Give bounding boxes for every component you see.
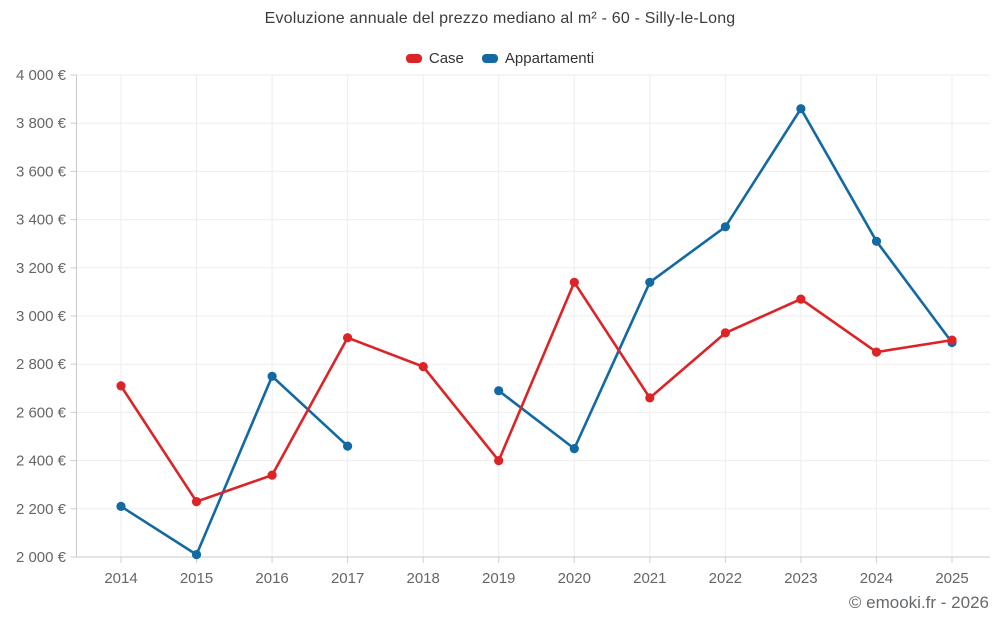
data-point-appartamenti-2015[interactable]: [191, 550, 202, 560]
data-point-case-2021[interactable]: [645, 393, 655, 403]
x-axis-label: 2018: [406, 570, 439, 587]
x-axis-label: 2021: [633, 570, 666, 587]
data-point-case-2016[interactable]: [267, 470, 277, 480]
data-point-case-2015[interactable]: [191, 497, 202, 507]
legend-item-case[interactable]: Case: [405, 49, 464, 67]
x-axis-label: 2019: [482, 570, 515, 587]
y-axis-label: 3 600 €: [16, 163, 67, 180]
x-axis-label: 2015: [180, 570, 213, 587]
y-axis-label: 3 200 €: [16, 260, 67, 277]
legend-label-appartamenti: Appartamenti: [504, 49, 595, 67]
legend-swatch-appartamenti-icon: [481, 53, 498, 63]
data-point-case-2023[interactable]: [796, 294, 806, 304]
data-point-appartamenti-2017[interactable]: [343, 441, 353, 451]
data-point-case-2020[interactable]: [569, 277, 579, 287]
series-line-appartamenti[interactable]: [119, 107, 954, 556]
data-point-case-2019[interactable]: [494, 456, 504, 466]
data-point-case-2022[interactable]: [720, 328, 731, 338]
data-point-case-2018[interactable]: [418, 362, 428, 372]
data-point-appartamenti-2014[interactable]: [116, 501, 126, 511]
data-point-appartamenti-2023[interactable]: [796, 104, 806, 114]
x-axis-label: 2022: [709, 570, 742, 587]
y-axis-label: 4 000 €: [16, 67, 67, 84]
data-point-appartamenti-2020[interactable]: [569, 444, 579, 454]
legend-item-appartamenti[interactable]: Appartamenti: [481, 49, 595, 67]
chart-title: Evoluzione annuale del prezzo mediano al…: [264, 10, 736, 27]
y-axis-label: 3 400 €: [16, 212, 67, 229]
legend-swatch-case-icon: [405, 53, 422, 63]
y-axis-label: 2 800 €: [16, 356, 67, 373]
data-point-appartamenti-2024[interactable]: [871, 236, 882, 246]
data-point-case-2024[interactable]: [871, 347, 882, 357]
y-axis-label: 3 000 €: [16, 308, 67, 325]
x-axis-label: 2014: [104, 570, 137, 587]
data-point-case-2014[interactable]: [116, 381, 126, 391]
copyright-footer: © emooki.fr - 2026: [848, 593, 989, 612]
x-axis-label: 2017: [331, 570, 364, 587]
x-axis-label: 2020: [558, 570, 591, 587]
data-point-appartamenti-2016[interactable]: [267, 371, 277, 381]
data-point-appartamenti-2021[interactable]: [645, 277, 655, 287]
y-axis-label: 2 400 €: [16, 453, 67, 470]
x-axis-label: 2016: [255, 570, 288, 587]
x-axis-label: 2023: [784, 570, 817, 587]
data-point-appartamenti-2022[interactable]: [720, 222, 731, 232]
x-axis-label: 2025: [935, 570, 968, 587]
data-point-appartamenti-2019[interactable]: [494, 386, 504, 396]
legend-label-case: Case: [428, 49, 464, 67]
data-point-case-2025[interactable]: [947, 335, 957, 345]
data-point-case-2017[interactable]: [343, 333, 353, 343]
y-axis-label: 2 200 €: [16, 501, 67, 518]
legend: Case Appartamenti: [0, 48, 1000, 68]
x-axis-label: 2024: [860, 570, 893, 587]
y-axis-label: 3 800 €: [16, 115, 67, 132]
y-axis-label: 2 600 €: [16, 404, 67, 421]
series-line-case[interactable]: [119, 281, 954, 503]
y-axis-label: 2 000 €: [16, 549, 67, 566]
